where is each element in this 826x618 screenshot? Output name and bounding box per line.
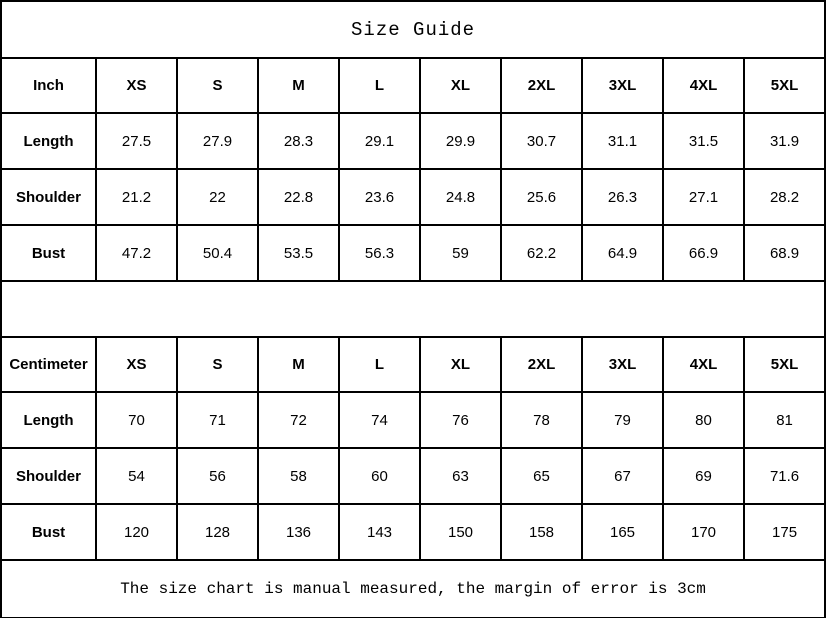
inch-shoulder-row: Shoulder 21.2 22 22.8 23.6 24.8 25.6 26.…	[0, 168, 826, 226]
table-cell: 29.1	[338, 112, 421, 170]
table-cell: 71.6	[742, 447, 826, 505]
table-cell: 27.1	[662, 168, 745, 226]
table-cell: 56.3	[338, 224, 421, 282]
size-header-xl: XL	[419, 336, 502, 393]
table-cell: 81	[742, 391, 826, 449]
size-header-2xl: 2XL	[500, 57, 583, 114]
size-header-5xl: 5XL	[742, 57, 826, 114]
table-cell: 22	[176, 168, 259, 226]
table-cell: 31.5	[662, 112, 745, 170]
size-header-4xl: 4XL	[662, 57, 745, 114]
table-cell: 65	[500, 447, 583, 505]
size-header-xs: XS	[95, 336, 178, 393]
table-cell: 170	[662, 503, 745, 561]
cm-bust-row: Bust 120 128 136 143 150 158 165 170 175	[0, 503, 826, 561]
inch-header-row: Inch XS S M L XL 2XL 3XL 4XL 5XL	[0, 57, 826, 114]
table-cell: 31.1	[581, 112, 664, 170]
size-header-s: S	[176, 57, 259, 114]
inch-bust-row: Bust 47.2 50.4 53.5 56.3 59 62.2 64.9 66…	[0, 224, 826, 282]
row-label-bust: Bust	[0, 503, 97, 561]
table-cell: 64.9	[581, 224, 664, 282]
table-cell: 128	[176, 503, 259, 561]
table-cell: 120	[95, 503, 178, 561]
table-cell: 60	[338, 447, 421, 505]
size-header-xl: XL	[419, 57, 502, 114]
table-cell: 31.9	[742, 112, 826, 170]
row-label-length: Length	[0, 391, 97, 449]
table-cell: 67	[581, 447, 664, 505]
size-header-l: L	[338, 57, 421, 114]
size-header-m: M	[257, 57, 340, 114]
table-cell: 175	[742, 503, 826, 561]
table-cell: 66.9	[662, 224, 745, 282]
table-cell: 28.2	[742, 168, 826, 226]
table-cell: 58	[257, 447, 340, 505]
table-cell: 22.8	[257, 168, 340, 226]
inch-unit-header: Inch	[0, 57, 97, 114]
size-header-5xl: 5XL	[742, 336, 826, 393]
cm-unit-header: Centimeter	[0, 336, 97, 393]
inch-length-row: Length 27.5 27.9 28.3 29.1 29.9 30.7 31.…	[0, 112, 826, 170]
table-cell: 69	[662, 447, 745, 505]
footer-note: The size chart is manual measured, the m…	[0, 559, 826, 618]
table-cell: 80	[662, 391, 745, 449]
table-cell: 158	[500, 503, 583, 561]
row-label-length: Length	[0, 112, 97, 170]
table-cell: 26.3	[581, 168, 664, 226]
table-cell: 72	[257, 391, 340, 449]
table-cell: 71	[176, 391, 259, 449]
size-header-2xl: 2XL	[500, 336, 583, 393]
table-cell: 21.2	[95, 168, 178, 226]
table-cell: 79	[581, 391, 664, 449]
cm-length-row: Length 70 71 72 74 76 78 79 80 81	[0, 391, 826, 449]
table-cell: 28.3	[257, 112, 340, 170]
footer-row: The size chart is manual measured, the m…	[0, 559, 826, 618]
size-header-3xl: 3XL	[581, 57, 664, 114]
table-cell: 136	[257, 503, 340, 561]
table-cell: 25.6	[500, 168, 583, 226]
title-row: Size Guide	[0, 0, 826, 59]
table-cell: 74	[338, 391, 421, 449]
spacer-cell	[0, 280, 826, 338]
table-cell: 27.9	[176, 112, 259, 170]
table-cell: 54	[95, 447, 178, 505]
table-cell: 76	[419, 391, 502, 449]
size-header-3xl: 3XL	[581, 336, 664, 393]
row-label-bust: Bust	[0, 224, 97, 282]
size-header-m: M	[257, 336, 340, 393]
table-cell: 56	[176, 447, 259, 505]
table-cell: 68.9	[742, 224, 826, 282]
size-header-s: S	[176, 336, 259, 393]
table-cell: 143	[338, 503, 421, 561]
spacer-row	[0, 280, 826, 338]
cm-header-row: Centimeter XS S M L XL 2XL 3XL 4XL 5XL	[0, 336, 826, 393]
table-cell: 53.5	[257, 224, 340, 282]
table-cell: 62.2	[500, 224, 583, 282]
table-cell: 24.8	[419, 168, 502, 226]
table-cell: 50.4	[176, 224, 259, 282]
table-cell: 27.5	[95, 112, 178, 170]
size-header-xs: XS	[95, 57, 178, 114]
table-cell: 63	[419, 447, 502, 505]
page-title: Size Guide	[0, 0, 826, 59]
table-cell: 70	[95, 391, 178, 449]
size-header-l: L	[338, 336, 421, 393]
table-cell: 29.9	[419, 112, 502, 170]
table-cell: 59	[419, 224, 502, 282]
row-label-shoulder: Shoulder	[0, 447, 97, 505]
table-cell: 23.6	[338, 168, 421, 226]
table-cell: 47.2	[95, 224, 178, 282]
table-cell: 165	[581, 503, 664, 561]
table-cell: 78	[500, 391, 583, 449]
cm-shoulder-row: Shoulder 54 56 58 60 63 65 67 69 71.6	[0, 447, 826, 505]
table-cell: 150	[419, 503, 502, 561]
size-header-4xl: 4XL	[662, 336, 745, 393]
table-cell: 30.7	[500, 112, 583, 170]
row-label-shoulder: Shoulder	[0, 168, 97, 226]
